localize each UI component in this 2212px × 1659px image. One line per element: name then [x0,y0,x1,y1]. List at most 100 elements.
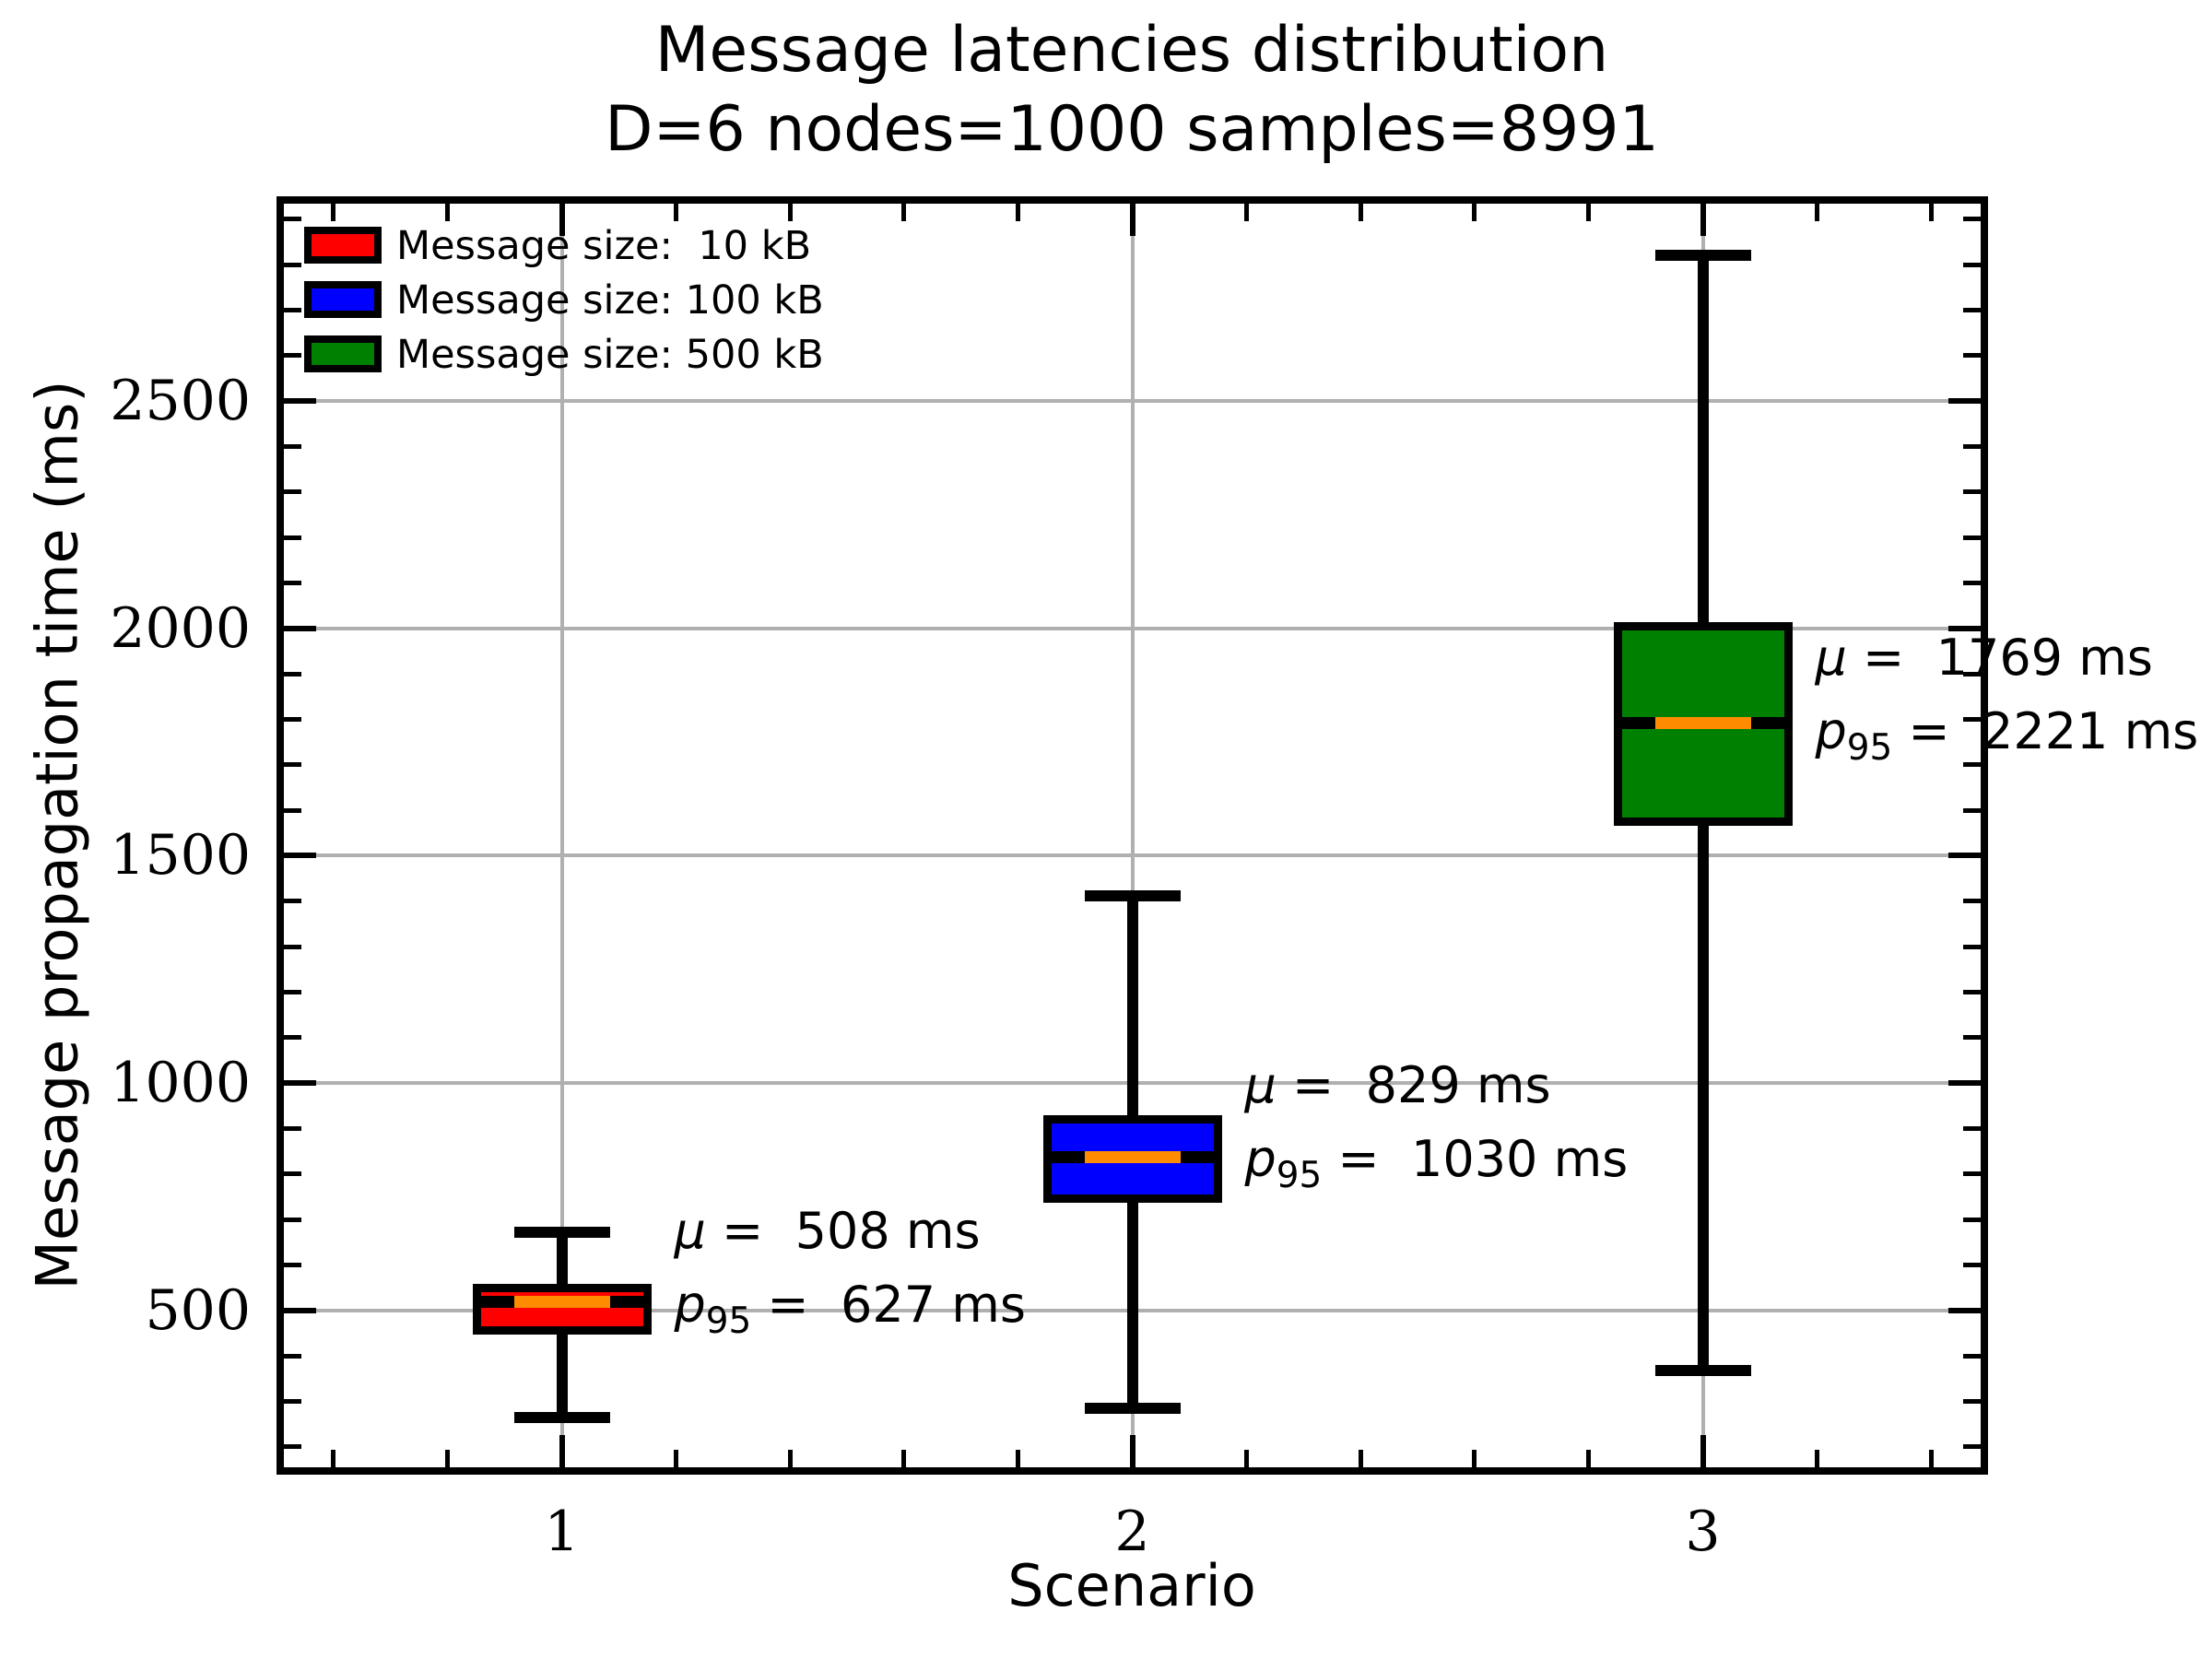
whisker-cap-upper [1654,250,1751,262]
annotation-p95: p95 = 1030 ms [1245,1123,1629,1213]
x-tick [331,204,336,221]
p-symbol: p [1244,1129,1277,1188]
y-tick [1963,807,1981,813]
whisker-upper-line [556,1232,568,1288]
y-tick [284,716,301,722]
legend-label: Message size: 100 kB [396,277,824,324]
y-tick [1963,1399,1981,1405]
whisker-cap-upper [513,1227,610,1238]
mu-symbol: μ [1244,1055,1277,1114]
y-tick [1948,625,1981,631]
annotation-mean: μ = 829 ms [1245,1049,1629,1123]
whisker-cap-lower [1084,1402,1181,1414]
y-tick [1963,762,1981,768]
x-tick [1129,204,1135,236]
y-tick [1963,262,1981,267]
p95-value: = 2221 ms [1892,701,2199,760]
mu-symbol: μ [1815,628,1847,687]
y-tick [1963,217,1981,222]
y-tick [1963,899,1981,904]
x-tick [1129,1435,1135,1467]
y-tick-label: 1500 [110,823,251,888]
whisker-upper-line [1697,255,1709,627]
y-tick [284,1080,316,1087]
x-tick [1358,1450,1363,1467]
x-tick [331,1450,336,1467]
legend-label: Message size: 10 kB [396,223,812,269]
whisker-lower-line [1126,1197,1138,1408]
y-tick [284,307,301,312]
y-tick [284,762,301,768]
legend-item: Message size: 10 kB [304,223,857,269]
legend-label: Message size: 500 kB [396,332,824,378]
legend-item: Message size: 100 kB [304,277,857,324]
legend-swatch [304,335,382,372]
y-tick [284,671,301,677]
x-tick [1700,1435,1706,1467]
y-tick [284,1353,301,1359]
y-tick [1948,1307,1981,1313]
y-tick [1963,489,1981,495]
y-tick [284,1035,301,1041]
y-tick [284,1171,301,1177]
mean-value: = 829 ms [1276,1055,1551,1114]
y-tick [1963,989,1981,994]
x-tick [559,204,565,236]
p-symbol: p [1815,701,1847,760]
y-tick [284,1307,316,1313]
y-tick [1963,716,1981,722]
mean-value: = 508 ms [705,1201,981,1260]
y-tick [1963,1217,1981,1222]
y-tick [284,217,301,222]
chart-title-line1: Message latencies distribution [654,14,1609,87]
annotation-scenario-1: μ = 508 ms p95 = 627 ms [675,1194,1026,1359]
annotation-scenario-3: μ = 1769 ms p95 = 2221 ms [1816,621,2199,785]
y-tick [1963,353,1981,359]
whisker-lower-line [556,1329,568,1418]
chart-title: Message latencies distribution D=6 nodes… [26,11,2212,170]
p-symbol: p [674,1275,706,1334]
annotation-scenario-2: μ = 829 ms p95 = 1030 ms [1245,1049,1629,1213]
y-tick [284,944,301,949]
median-line [1654,717,1751,730]
y-tick-label: 1000 [110,1051,251,1116]
y-tick [1963,1171,1981,1177]
x-tick [445,1450,451,1467]
y-tick [1963,443,1981,449]
y-tick [284,489,301,495]
y-tick [284,262,301,267]
y-tick [1963,580,1981,585]
y-tick [284,1126,301,1131]
x-tick-label: 1 [544,1500,580,1564]
annotation-p95: p95 = 627 ms [675,1268,1026,1359]
y-tick [284,989,301,994]
y-tick [284,443,301,449]
p-subscript: 95 [705,1300,752,1342]
whisker-cap-lower [513,1411,610,1423]
p95-value: = 1030 ms [1322,1129,1629,1188]
y-tick-label: 2000 [110,595,251,661]
x-tick [445,204,451,221]
x-tick [1472,1450,1477,1467]
y-tick [1963,1263,1981,1268]
y-tick [284,353,301,359]
y-tick [1963,1353,1981,1359]
x-tick [787,204,793,221]
y-tick [1963,944,1981,949]
annotation-mean: μ = 508 ms [675,1194,1026,1268]
x-tick-label: 2 [1114,1500,1150,1564]
y-tick [1948,1080,1981,1087]
median-line [1084,1151,1181,1164]
legend-item: Message size: 500 kB [304,332,857,378]
x-tick [901,1450,907,1467]
x-tick [1928,204,1934,221]
whisker-cap-upper [1084,889,1181,901]
whisker-cap-lower [1654,1365,1751,1376]
y-tick [1963,1126,1981,1131]
y-tick [284,1263,301,1268]
annotation-p95: p95 = 2221 ms [1816,695,2199,785]
y-tick [284,807,301,813]
plot-area: Message size: 10 kB Message size: 100 kB M… [276,196,1988,1475]
y-tick [1948,853,1981,859]
legend-swatch [304,281,382,318]
